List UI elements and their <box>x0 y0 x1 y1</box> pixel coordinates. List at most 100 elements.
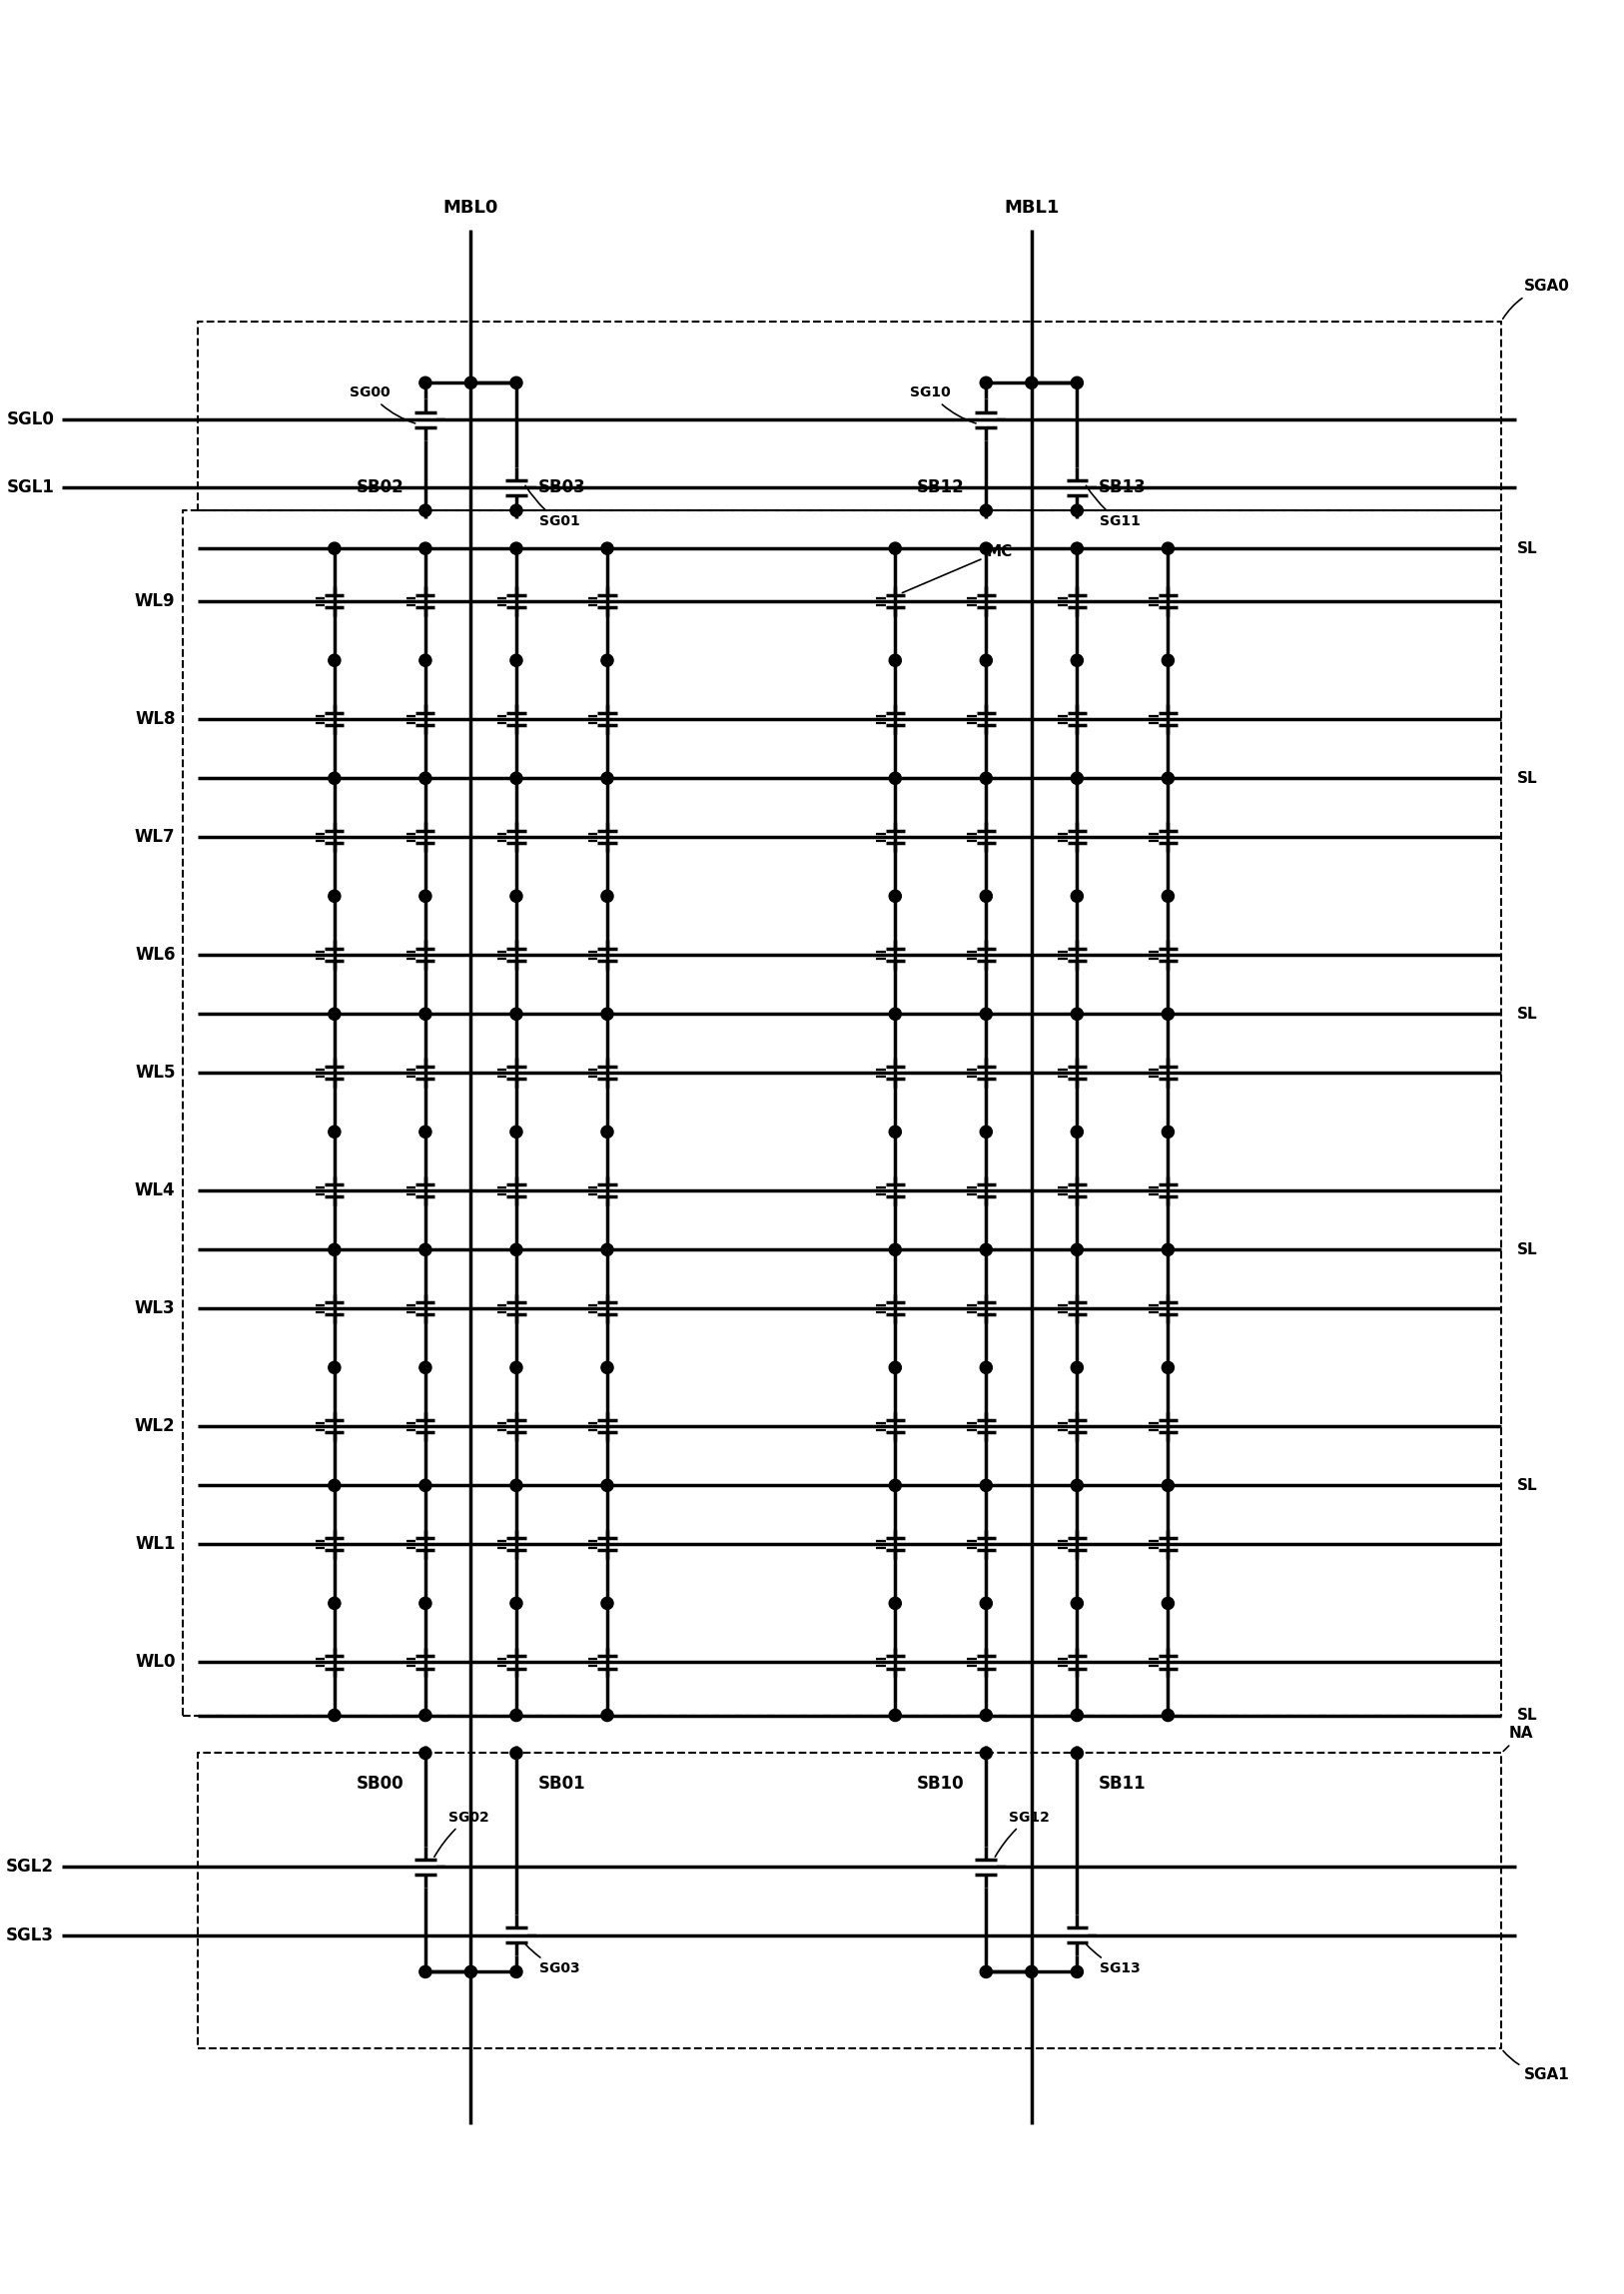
Text: WL3: WL3 <box>135 1301 175 1317</box>
Text: SB03: SB03 <box>538 479 586 498</box>
Text: SG00: SG00 <box>349 385 416 424</box>
Circle shape <box>1161 1480 1174 1491</box>
Text: SL: SL <box>1517 1243 1538 1257</box>
Circle shape <box>328 1363 341 1374</box>
Circle shape <box>979 1597 992 1610</box>
Circle shape <box>979 505 992 516</box>
Text: WL0: WL0 <box>135 1654 175 1672</box>
Circle shape <box>510 1243 523 1255</box>
Circle shape <box>979 1243 992 1255</box>
Circle shape <box>419 654 432 668</box>
Circle shape <box>979 654 992 668</box>
Circle shape <box>888 1126 901 1138</box>
Text: SGL2: SGL2 <box>6 1858 54 1876</box>
Circle shape <box>1070 1966 1083 1977</box>
Text: SB10: SB10 <box>918 1776 965 1792</box>
Text: WL1: WL1 <box>135 1535 175 1553</box>
Text: SL: SL <box>1517 771 1538 787</box>
Circle shape <box>419 376 432 390</box>
Circle shape <box>510 1597 523 1610</box>
Circle shape <box>1161 1126 1174 1138</box>
Circle shape <box>601 1480 614 1491</box>
Circle shape <box>1161 773 1174 785</box>
Circle shape <box>1161 1243 1174 1255</box>
Circle shape <box>328 541 341 555</box>
Text: MBL1: MBL1 <box>1004 200 1059 216</box>
Circle shape <box>510 1126 523 1138</box>
Text: WL5: WL5 <box>135 1064 175 1083</box>
Circle shape <box>328 890 341 902</box>
Circle shape <box>510 1480 523 1491</box>
Circle shape <box>979 1126 992 1138</box>
Circle shape <box>1161 890 1174 902</box>
Text: SB13: SB13 <box>1099 479 1147 498</box>
Circle shape <box>1025 1966 1038 1977</box>
Circle shape <box>888 654 901 668</box>
Circle shape <box>419 541 432 555</box>
Text: SB01: SB01 <box>538 1776 586 1792</box>
Text: SL: SL <box>1517 1707 1538 1723</box>
Text: SB00: SB00 <box>356 1776 404 1792</box>
Circle shape <box>601 890 614 902</box>
Text: MC: MC <box>903 544 1012 592</box>
Circle shape <box>1070 1243 1083 1255</box>
Circle shape <box>888 1007 901 1021</box>
Circle shape <box>979 1007 992 1021</box>
Circle shape <box>1070 505 1083 516</box>
Circle shape <box>419 1126 432 1138</box>
Text: WL6: WL6 <box>135 945 175 963</box>
Circle shape <box>328 1126 341 1138</box>
Circle shape <box>328 773 341 785</box>
Text: SG01: SG01 <box>525 486 580 528</box>
Circle shape <box>601 654 614 668</box>
Circle shape <box>1161 1363 1174 1374</box>
Circle shape <box>601 1597 614 1610</box>
Circle shape <box>1070 890 1083 902</box>
Circle shape <box>888 1480 901 1491</box>
Text: SG10: SG10 <box>911 385 976 424</box>
Text: SL: SL <box>1517 1007 1538 1021</box>
Circle shape <box>888 1243 901 1255</box>
Circle shape <box>328 1709 341 1720</box>
Circle shape <box>419 505 432 516</box>
Circle shape <box>979 1363 992 1374</box>
Text: NA: NA <box>1504 1725 1533 1750</box>
Circle shape <box>419 1748 432 1759</box>
Circle shape <box>1070 1126 1083 1138</box>
Circle shape <box>1070 654 1083 668</box>
Text: SG13: SG13 <box>1086 1945 1140 1975</box>
Circle shape <box>419 1709 432 1720</box>
Circle shape <box>888 1597 901 1610</box>
Circle shape <box>1161 1597 1174 1610</box>
Circle shape <box>328 1243 341 1255</box>
Text: WL8: WL8 <box>135 711 175 727</box>
Circle shape <box>979 1709 992 1720</box>
Circle shape <box>1161 654 1174 668</box>
Circle shape <box>510 1007 523 1021</box>
Circle shape <box>1070 1597 1083 1610</box>
Text: SB12: SB12 <box>918 479 965 498</box>
Circle shape <box>888 1709 901 1720</box>
Text: SG12: SG12 <box>996 1810 1049 1856</box>
Circle shape <box>1070 1480 1083 1491</box>
Circle shape <box>510 773 523 785</box>
Circle shape <box>979 1966 992 1977</box>
Circle shape <box>888 773 901 785</box>
Text: WL7: WL7 <box>135 828 175 846</box>
Circle shape <box>510 541 523 555</box>
Circle shape <box>328 654 341 668</box>
Text: SB11: SB11 <box>1099 1776 1147 1792</box>
Circle shape <box>1161 541 1174 555</box>
Circle shape <box>601 1007 614 1021</box>
Circle shape <box>888 890 901 902</box>
Circle shape <box>1070 376 1083 390</box>
Circle shape <box>979 1748 992 1759</box>
Circle shape <box>979 541 992 555</box>
Circle shape <box>1161 1709 1174 1720</box>
Circle shape <box>419 1243 432 1255</box>
Circle shape <box>601 1243 614 1255</box>
Text: WL2: WL2 <box>135 1418 175 1436</box>
Text: SGL1: SGL1 <box>6 479 54 498</box>
Circle shape <box>1025 376 1038 390</box>
Text: SGA1: SGA1 <box>1504 2051 1570 2083</box>
